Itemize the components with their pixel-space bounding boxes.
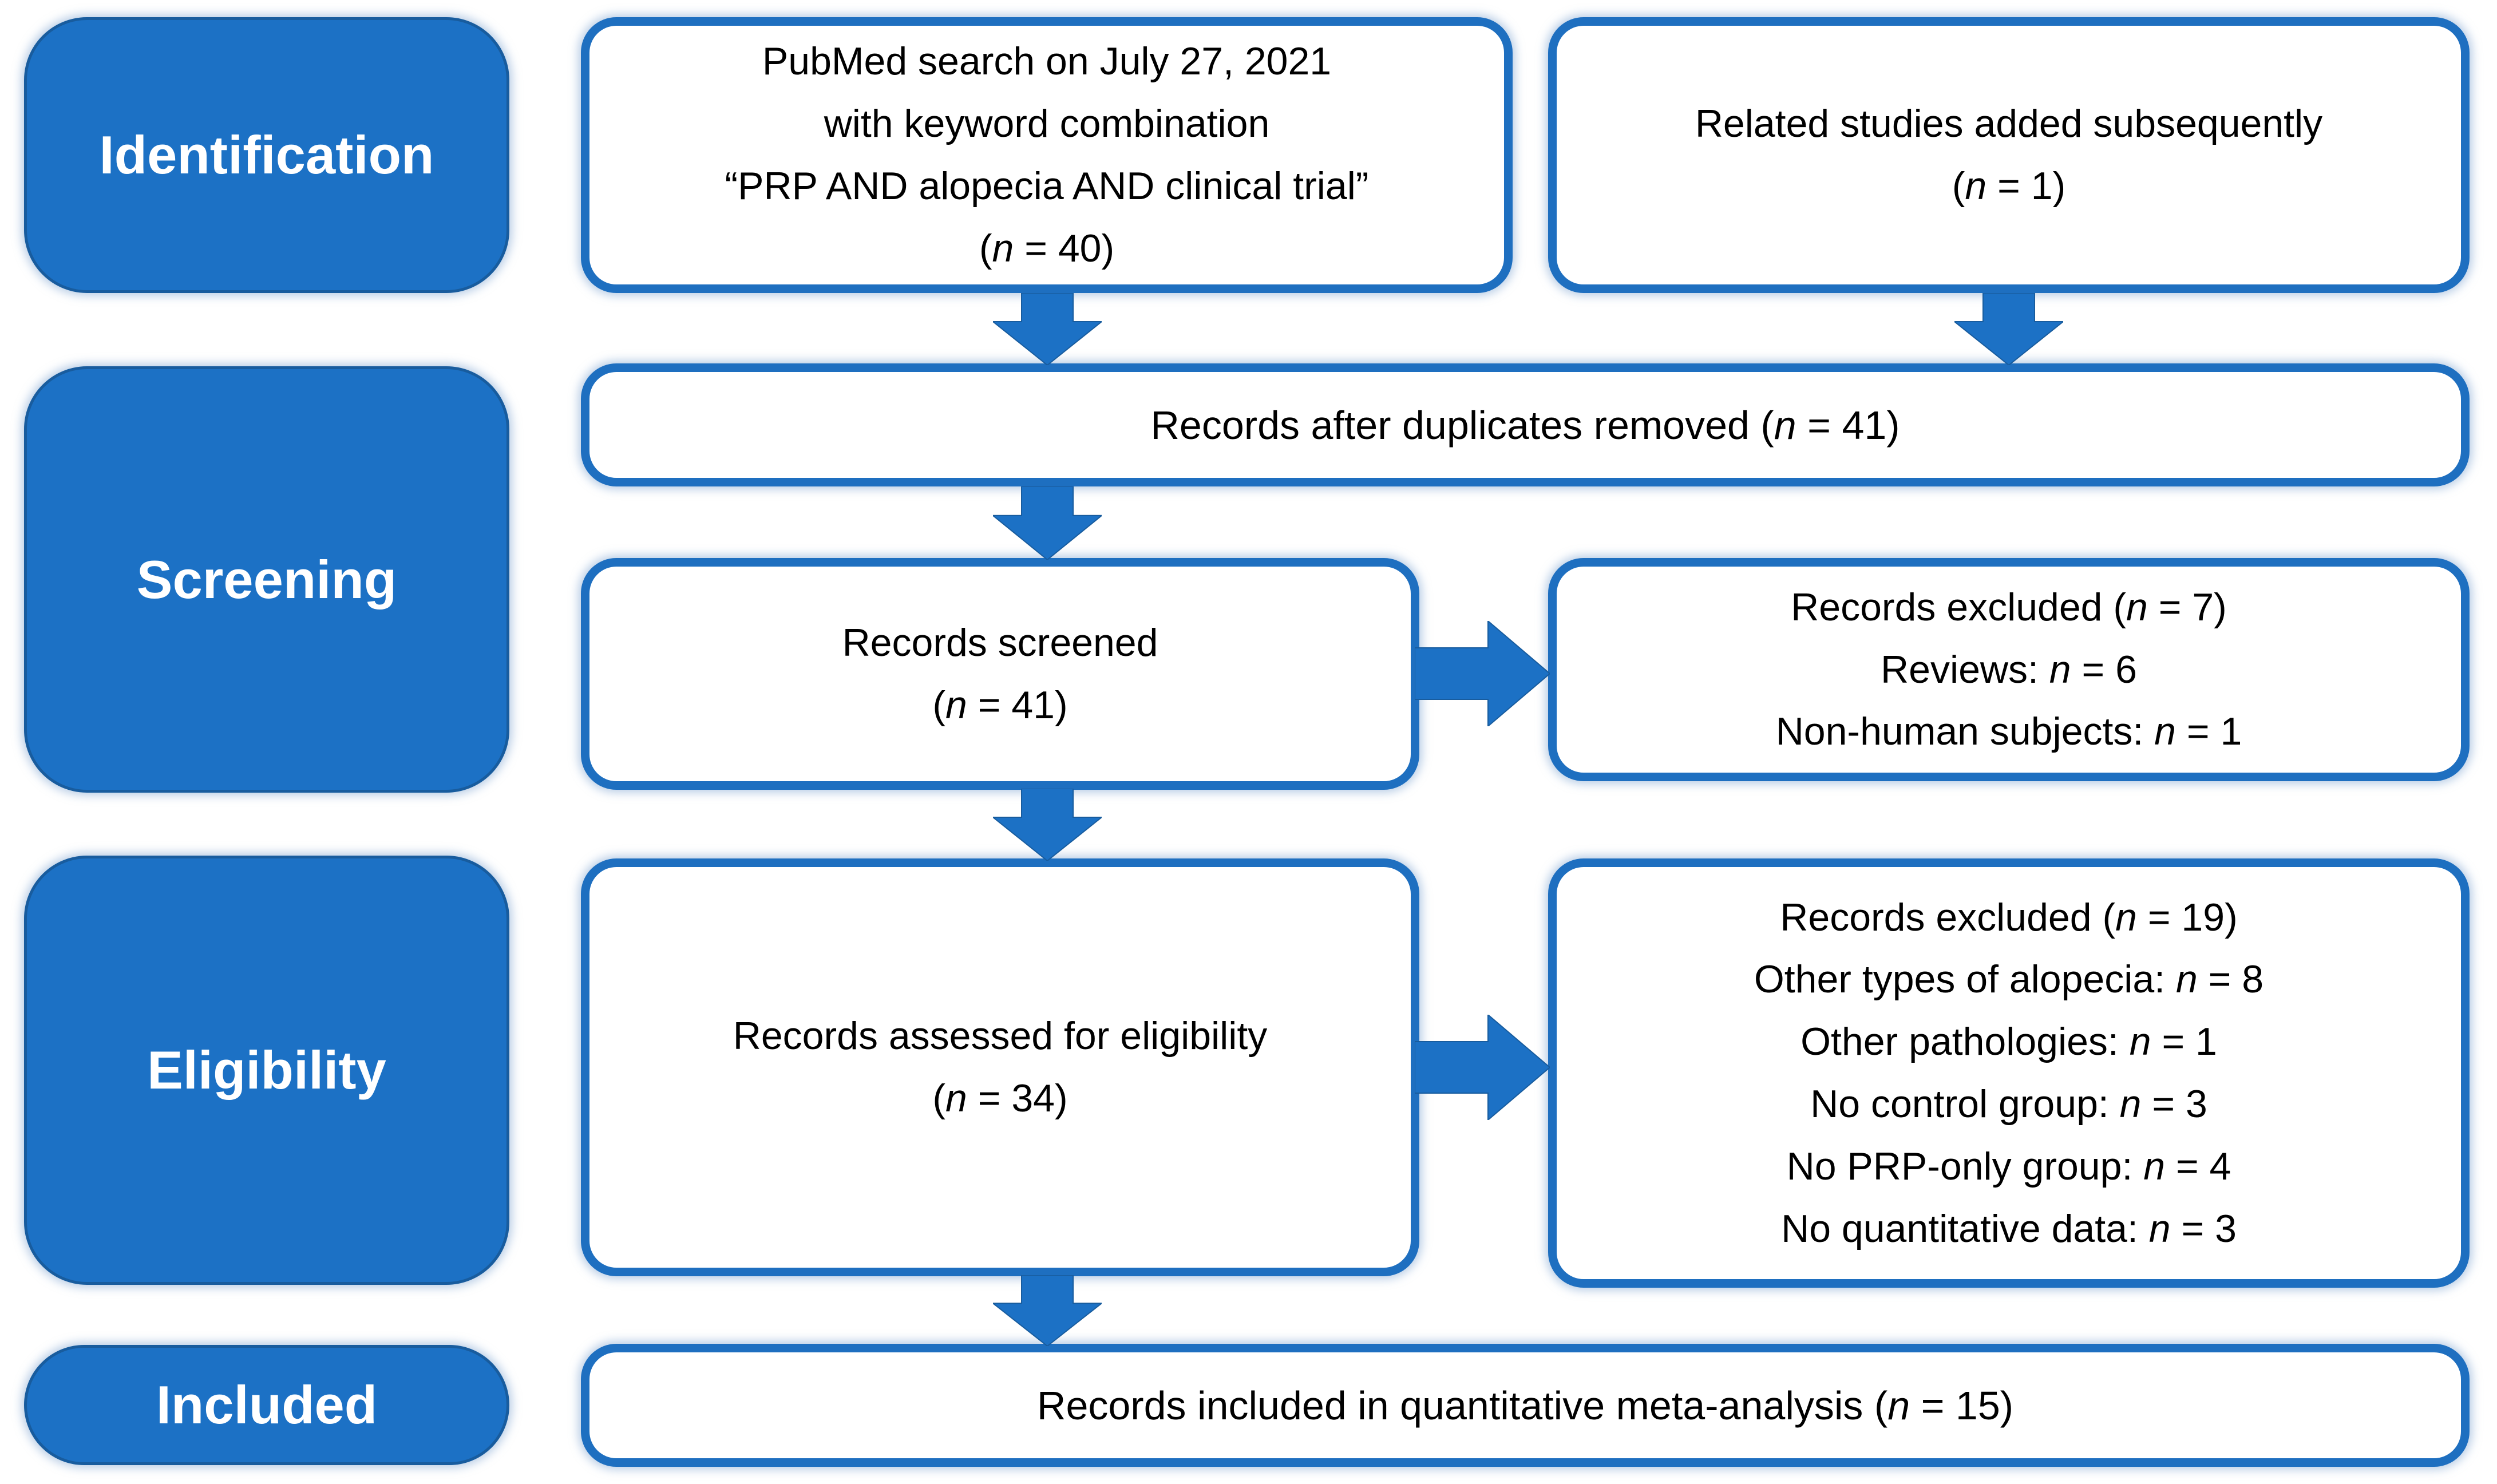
box-included-meta-analysis: Records included in quantitative meta-an…: [581, 1344, 2470, 1467]
box-records-screened: Records screened (n = 41): [581, 558, 1419, 790]
arrow-right-icon: [1415, 621, 1550, 726]
stage-label-identification: Identification: [24, 17, 509, 293]
box-text-line: Other types of alopecia: n = 8: [1754, 957, 2264, 1002]
box-pubmed-search: PubMed search on July 27, 2021 with keyw…: [581, 17, 1513, 293]
box-text-line: (n = 1): [1952, 164, 2066, 208]
box-text-line: Records excluded (n = 19): [1780, 895, 2238, 939]
box-text-line: No control group: n = 3: [1810, 1082, 2207, 1126]
box-text-line: Other pathologies: n = 1: [1800, 1020, 2217, 1064]
box-text-line: Records after duplicates removed (n = 41…: [1150, 402, 1900, 448]
stage-label-screening: Screening: [24, 366, 509, 793]
arrow-down-icon: [993, 1275, 1102, 1346]
stage-label-text: Eligibility: [147, 1040, 386, 1100]
box-text-line: Non-human subjects: n = 1: [1775, 710, 2242, 754]
box-records-assessed: Records assessed for eligibility (n = 34…: [581, 858, 1419, 1276]
box-text-line: Related studies added subsequently: [1695, 102, 2323, 146]
stage-label-included: Included: [24, 1345, 509, 1465]
arrow-down-icon: [993, 486, 1102, 560]
box-text-line: Records assessed for eligibility: [733, 1014, 1268, 1058]
arrow-right-icon: [1415, 1015, 1550, 1120]
box-text-line: with keyword combination: [824, 102, 1270, 146]
stage-label-text: Screening: [136, 549, 397, 610]
box-text-line: (n = 34): [932, 1077, 1068, 1120]
arrow-down-icon: [993, 293, 1102, 365]
box-text-line: (n = 40): [979, 226, 1115, 270]
box-text-line: “PRP AND alopecia AND clinical trial”: [725, 164, 1369, 208]
box-records-excluded-screening: Records excluded (n = 7) Reviews: n = 6 …: [1548, 558, 2470, 781]
box-text-line: Records included in quantitative meta-an…: [1036, 1383, 2014, 1428]
box-text-line: Records excluded (n = 7): [1791, 585, 2227, 629]
stage-label-text: Identification: [99, 125, 434, 185]
stage-label-eligibility: Eligibility: [24, 856, 509, 1285]
box-records-excluded-eligibility: Records excluded (n = 19) Other types of…: [1548, 858, 2470, 1288]
box-text-line: No PRP-only group: n = 4: [1786, 1144, 2231, 1188]
arrow-down-icon: [993, 789, 1102, 861]
box-related-studies: Related studies added subsequently (n = …: [1548, 17, 2470, 293]
arrow-down-icon: [1954, 293, 2063, 365]
box-text-line: (n = 41): [932, 683, 1068, 727]
box-duplicates-removed: Records after duplicates removed (n = 41…: [581, 363, 2470, 486]
box-text-line: Reviews: n = 6: [1881, 647, 2137, 691]
stage-label-text: Included: [156, 1375, 378, 1435]
box-text-line: No quantitative data: n = 3: [1781, 1206, 2237, 1250]
box-text-line: PubMed search on July 27, 2021: [762, 39, 1332, 84]
box-text-line: Records screened: [842, 620, 1158, 664]
